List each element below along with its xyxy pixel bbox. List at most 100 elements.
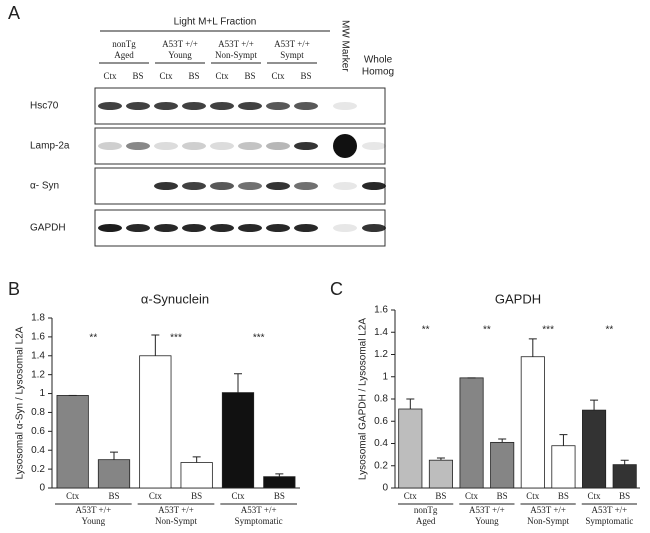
significance: **: [422, 325, 430, 336]
group-label: nonTg: [112, 39, 136, 49]
x-tick-label: Ctx: [526, 491, 540, 501]
x-tick-label: Ctx: [149, 491, 163, 501]
y-tick-label: 1.4: [374, 327, 388, 338]
lane-label: BS: [244, 71, 255, 81]
group-label: Sympt: [280, 50, 304, 60]
error-bar: [498, 438, 507, 443]
y-tick-label: 0.6: [374, 416, 388, 427]
group-label: A53T +/+: [75, 505, 111, 515]
group-label: Non-Sympt: [215, 50, 258, 60]
error-bar: [559, 434, 568, 446]
error-bar: [151, 334, 160, 356]
group-label: nonTg: [414, 505, 438, 515]
significance: ***: [170, 333, 182, 344]
group-label: A53T +/+: [158, 505, 194, 515]
y-tick-label: 0.4: [31, 445, 45, 456]
y-tick-label: 1.4: [31, 350, 45, 361]
y-tick-label: 1: [39, 388, 45, 399]
bar: [582, 409, 607, 489]
band: [126, 224, 150, 232]
group-label: Symptomatic: [585, 516, 633, 526]
band: [210, 102, 234, 110]
x-tick-label: Ctx: [404, 491, 418, 501]
group-label: A53T +/+: [241, 505, 277, 515]
error-bar: [406, 398, 415, 410]
error-bar: [275, 473, 284, 477]
group-label: Young: [475, 516, 499, 526]
y-tick-label: 0.8: [31, 407, 45, 418]
group-label: A53T +/+: [530, 505, 566, 515]
whole-label: Homog: [362, 67, 394, 78]
y-tick-label: 0.6: [31, 426, 45, 437]
bar: [97, 459, 131, 489]
lane-label: Ctx: [103, 71, 117, 81]
bar: [180, 462, 213, 489]
band: [333, 224, 357, 232]
band: [266, 102, 290, 110]
bar: [221, 392, 255, 489]
group-label: A53T +/+: [592, 505, 628, 515]
group-label: Non-Sympt: [155, 516, 198, 526]
fraction-label: Light M+L Fraction: [174, 17, 257, 28]
y-tick-label: 1.8: [31, 313, 45, 324]
significance: ***: [542, 325, 554, 336]
y-tick-label: 0.2: [374, 460, 388, 471]
band: [238, 142, 262, 150]
row-label: Hsc70: [30, 101, 59, 112]
band: [362, 142, 386, 150]
group-label: Symptomatic: [235, 516, 283, 526]
group-label: Non-Sympt: [527, 516, 570, 526]
y-tick-label: 0.8: [374, 394, 388, 405]
significance: ***: [253, 333, 265, 344]
lane-label: Ctx: [159, 71, 173, 81]
band: [154, 224, 178, 232]
lane-label: BS: [132, 71, 143, 81]
group-label: A53T +/+: [469, 505, 505, 515]
error-bar: [192, 456, 201, 463]
group-label: Aged: [416, 516, 436, 526]
lane-label: BS: [188, 71, 199, 81]
band: [182, 182, 206, 190]
chart-title: α-Synuclein: [141, 291, 209, 306]
band: [333, 134, 357, 158]
group-label: A53T +/+: [162, 39, 198, 49]
significance: **: [483, 325, 491, 336]
row-label: Lamp-2a: [30, 141, 70, 152]
band: [98, 102, 122, 110]
band: [182, 102, 206, 110]
band: [362, 224, 386, 232]
row-label: GAPDH: [30, 223, 66, 234]
panel-label: A: [8, 3, 20, 23]
band: [294, 224, 318, 232]
significance: **: [89, 333, 97, 344]
error-bar: [436, 457, 445, 461]
bar: [520, 356, 545, 489]
band: [98, 224, 122, 232]
row-label: α- Syn: [30, 181, 59, 192]
x-tick-label: Ctx: [66, 491, 80, 501]
bar: [612, 464, 637, 489]
x-tick-label: BS: [619, 491, 630, 501]
y-axis-label: Lysosomal α-Syn / Lysosomal L2A: [15, 326, 26, 479]
bar: [56, 395, 89, 489]
y-tick-label: 1.6: [374, 305, 388, 316]
x-tick-label: BS: [191, 491, 202, 501]
x-tick-label: Ctx: [588, 491, 602, 501]
x-tick-label: BS: [558, 491, 569, 501]
band: [362, 182, 386, 190]
lane-label: BS: [300, 71, 311, 81]
bar: [459, 377, 484, 489]
group-label: Young: [82, 516, 106, 526]
band: [333, 182, 357, 190]
panel-label: C: [330, 279, 343, 299]
band: [238, 102, 262, 110]
band: [238, 182, 262, 190]
band: [182, 224, 206, 232]
y-tick-label: 1.6: [31, 332, 45, 343]
band: [294, 142, 318, 150]
y-tick-label: 0: [382, 483, 388, 494]
x-tick-label: Ctx: [465, 491, 479, 501]
bar: [398, 408, 423, 489]
lane-label: Ctx: [215, 71, 229, 81]
